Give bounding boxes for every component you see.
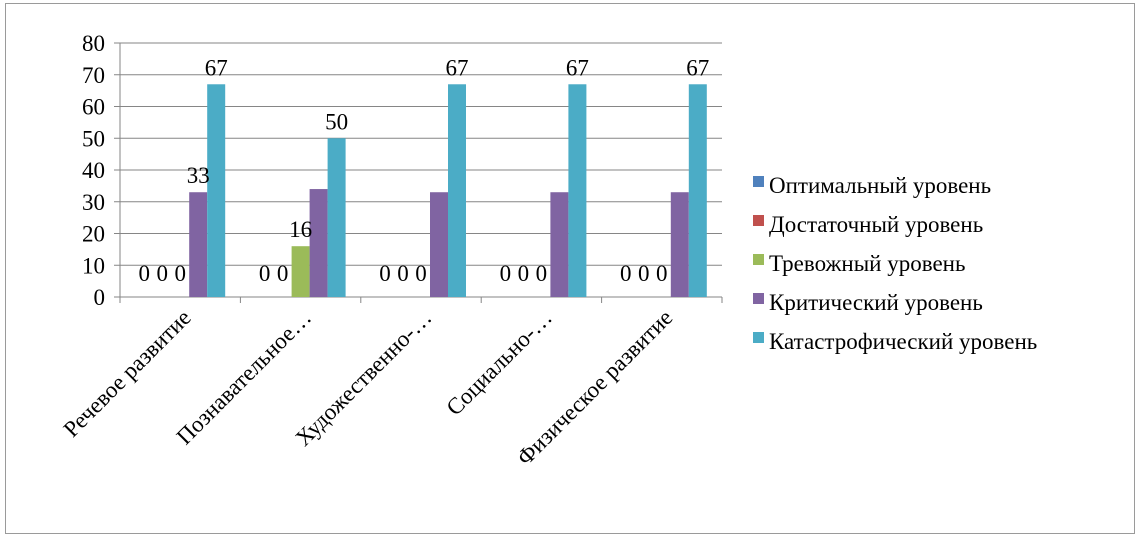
y-tick-label: 20	[82, 222, 105, 247]
data-label: 0	[656, 261, 668, 286]
data-label: 0	[138, 261, 150, 286]
y-tick-label: 50	[82, 126, 105, 151]
bar	[448, 84, 466, 298]
legend-label: Достаточный уровень	[769, 212, 983, 237]
legend-swatch	[753, 215, 764, 226]
data-label: 0	[638, 261, 650, 286]
bar	[430, 192, 448, 297]
legend-label: Тревожный уровень	[769, 251, 965, 276]
data-label: 0	[259, 261, 271, 286]
bar	[207, 84, 226, 298]
data-label: 0	[518, 261, 530, 286]
data-label: 0	[156, 261, 168, 286]
bar	[309, 189, 328, 297]
legend-swatch	[753, 293, 764, 304]
data-label: 0	[397, 261, 409, 286]
data-label: 0	[379, 261, 391, 286]
y-tick-label: 10	[82, 253, 105, 278]
y-tick-label: 80	[82, 31, 105, 56]
data-label: 33	[187, 163, 210, 188]
bar	[327, 138, 346, 297]
bar	[670, 192, 689, 297]
legend-label: Критический уровень	[769, 290, 983, 315]
data-label: 0	[500, 261, 512, 286]
bar	[189, 192, 208, 297]
y-tick-label: 70	[82, 63, 105, 88]
data-label: 0	[174, 261, 186, 286]
y-tick-label: 40	[82, 158, 105, 183]
data-label: 16	[289, 217, 312, 242]
category-label: Познавательное…	[172, 305, 317, 450]
data-label: 67	[205, 55, 228, 80]
bar	[291, 246, 310, 297]
legend-swatch	[753, 176, 764, 187]
category-label: Художественно-…	[290, 305, 436, 451]
legend-swatch	[753, 254, 764, 265]
data-label: 0	[620, 261, 632, 286]
bar	[568, 84, 587, 298]
data-label: 0	[415, 261, 427, 286]
data-label: 50	[325, 109, 348, 134]
data-label: 67	[446, 55, 469, 80]
data-label: 67	[686, 55, 709, 80]
legend-label: Оптимальный уровень	[769, 173, 991, 198]
y-tick-label: 30	[82, 190, 105, 215]
category-label: Социально-…	[441, 305, 556, 420]
data-label: 67	[566, 55, 589, 80]
y-tick-label: 0	[94, 285, 106, 310]
legend-label: Катастрофический уровень	[769, 329, 1037, 354]
y-tick-label: 60	[82, 95, 105, 120]
legend-swatch	[753, 332, 764, 343]
data-label: 0	[536, 261, 548, 286]
bar	[550, 192, 569, 297]
category-label: Речевое развитие	[59, 305, 196, 442]
bar	[688, 84, 707, 298]
data-label: 0	[277, 261, 289, 286]
